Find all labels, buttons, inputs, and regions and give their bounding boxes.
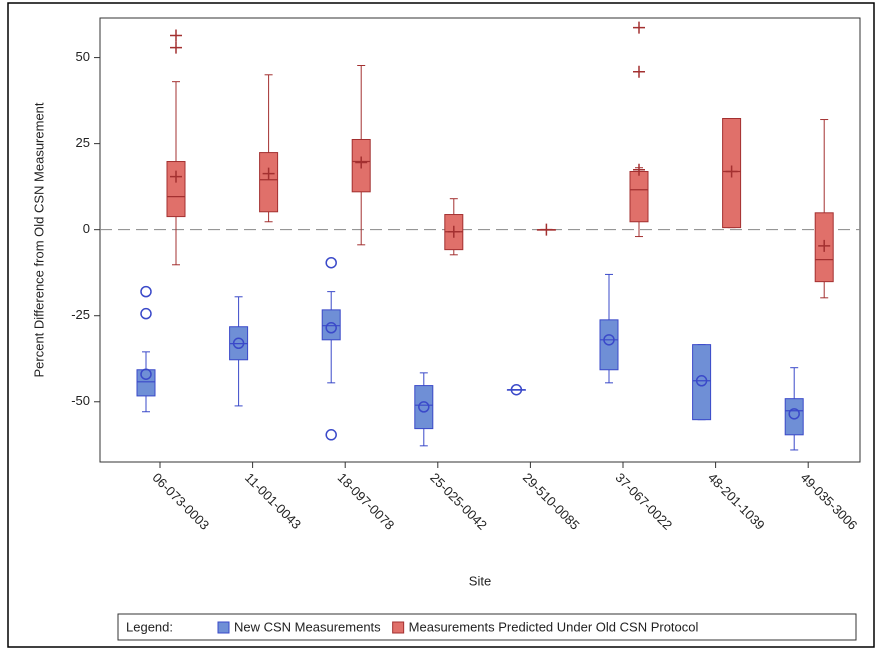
- y-tick-label: -25: [71, 307, 90, 322]
- outlier: [633, 21, 645, 34]
- outlier: [140, 307, 152, 320]
- legend-swatch: [392, 621, 405, 634]
- mean-marker: [818, 239, 831, 252]
- y-tick-label: 25: [76, 135, 90, 150]
- mean-marker: [140, 368, 152, 380]
- y-tick-label: 0: [83, 221, 90, 236]
- mean-marker: [170, 170, 182, 183]
- mean-marker: [232, 337, 245, 350]
- legend-label: Measurements Predicted Under Old CSN Pro…: [409, 619, 699, 634]
- box: [629, 171, 649, 223]
- x-tick-label: 49-035-3006: [798, 470, 861, 533]
- x-tick-label: 06-073-0003: [149, 470, 212, 533]
- outlier: [140, 285, 152, 298]
- x-tick-label: 37-067-0022: [612, 470, 675, 533]
- x-tick-label: 29-510-0085: [520, 470, 583, 533]
- mean-marker: [695, 375, 708, 387]
- box: [414, 385, 434, 430]
- frame: [7, 2, 875, 648]
- outlier: [170, 41, 182, 54]
- outlier: [633, 65, 645, 78]
- x-axis-label: Site: [469, 573, 491, 588]
- legend-title: Legend:: [126, 619, 173, 634]
- x-tick-label: 18-097-0078: [335, 470, 398, 533]
- box: [784, 398, 804, 436]
- mean-marker: [418, 401, 430, 413]
- mean-marker: [603, 334, 615, 346]
- mean-marker: [325, 322, 337, 334]
- mean-marker: [633, 163, 645, 176]
- legend-box: [117, 613, 857, 641]
- mean-marker: [788, 408, 800, 420]
- mean-marker: [510, 383, 523, 396]
- x-tick-label: 11-001-0043: [242, 470, 304, 532]
- outlier: [325, 256, 337, 269]
- y-axis-label: Percent Difference from Old CSN Measurem…: [31, 102, 46, 377]
- mean-marker: [725, 165, 738, 178]
- y-tick-label: -50: [71, 393, 90, 408]
- box: [321, 309, 341, 341]
- mean-marker: [355, 156, 368, 169]
- x-tick-label: 25-025-0042: [427, 470, 490, 533]
- x-tick-label: 48-201-1039: [705, 470, 768, 533]
- box: [692, 344, 712, 421]
- outlier: [170, 29, 182, 42]
- mean-marker: [540, 223, 553, 236]
- legend-swatch: [217, 621, 230, 634]
- mean-marker: [262, 167, 275, 180]
- box: [136, 369, 156, 397]
- y-tick-label: 50: [76, 49, 90, 64]
- box: [259, 152, 279, 213]
- box: [166, 161, 186, 218]
- outlier: [325, 429, 337, 441]
- plot-area: [99, 17, 861, 463]
- mean-marker: [447, 225, 460, 238]
- legend-label: New CSN Measurements: [234, 619, 381, 634]
